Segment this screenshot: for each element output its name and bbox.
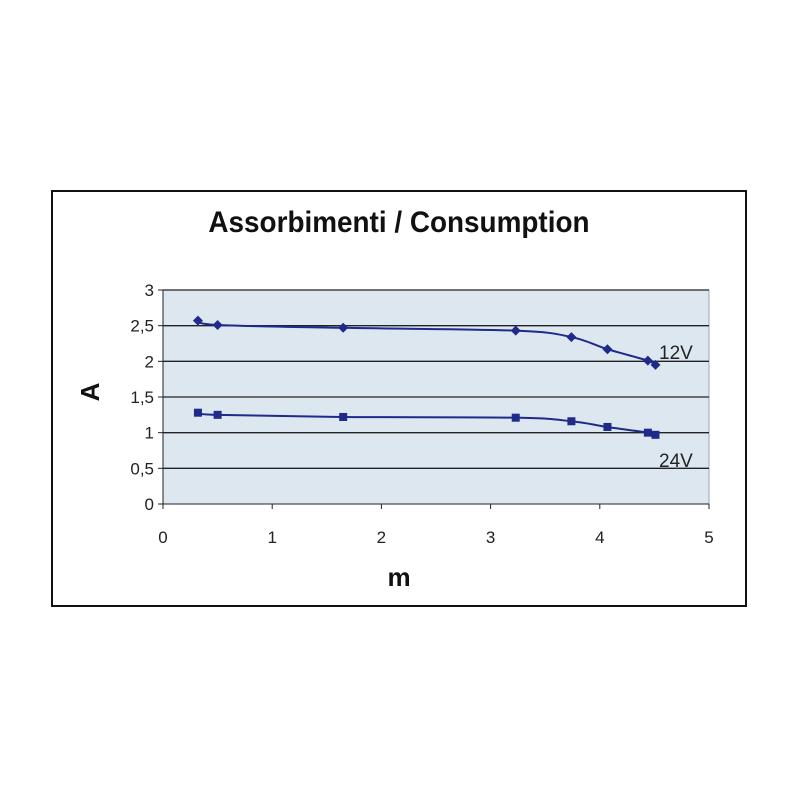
data-point-24V [511, 413, 520, 422]
data-point-12V [602, 344, 613, 355]
x-tick-label: 1 [267, 528, 276, 547]
data-point-24V [651, 430, 660, 439]
x-tick-label: 5 [704, 528, 713, 547]
x-tick-label: 2 [377, 528, 386, 547]
x-axis-label: m [387, 562, 410, 592]
data-point-12V [212, 319, 223, 330]
series-label-12V: 12V [659, 343, 693, 364]
data-point-12V [510, 325, 521, 336]
y-tick-label: 2,5 [130, 317, 154, 336]
data-point-12V [338, 322, 349, 333]
y-axis-label: A [75, 382, 105, 401]
y-tick-label: 1 [145, 424, 154, 443]
data-point-24V [567, 417, 576, 426]
x-tick-label: 3 [486, 528, 495, 547]
y-tick-label: 2 [145, 352, 154, 371]
x-tick-label: 4 [595, 528, 604, 547]
data-point-12V [642, 355, 653, 366]
x-tick-label: 0 [158, 528, 167, 547]
data-point-12V [650, 359, 661, 370]
data-point-24V [213, 410, 222, 419]
series-label-24V: 24V [659, 451, 693, 472]
y-tick-label: 3 [145, 281, 154, 300]
data-point-24V [193, 408, 202, 417]
data-point-24V [339, 412, 348, 421]
data-point-12V [566, 332, 577, 343]
y-tick-label: 0 [145, 495, 154, 514]
y-tick-label: 0,5 [130, 459, 154, 478]
data-point-12V [192, 315, 203, 326]
chart-title: Assorbimenti / Consumption [208, 206, 589, 239]
data-point-24V [603, 422, 612, 431]
y-tick-label: 1,5 [130, 388, 154, 407]
data-point-24V [643, 428, 652, 437]
